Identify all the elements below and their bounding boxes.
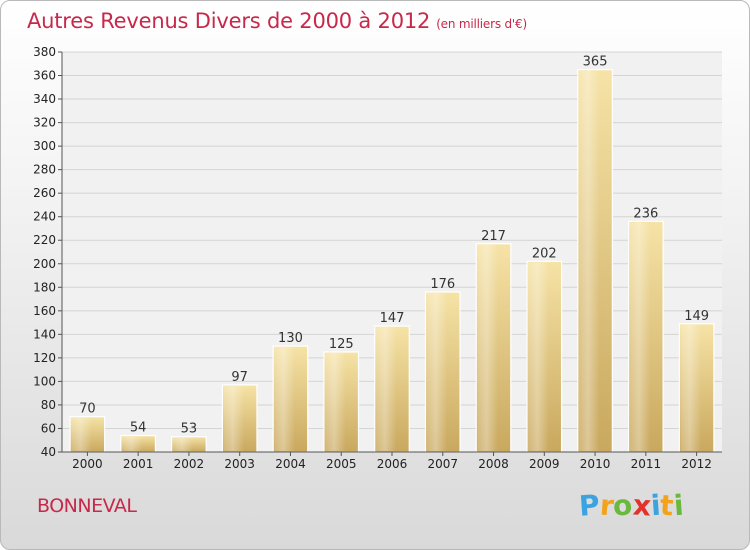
y-tick-label: 300	[33, 139, 56, 153]
place-name: BONNEVAL	[37, 495, 137, 517]
y-tick-label: 280	[33, 163, 56, 177]
data-label: 149	[684, 309, 709, 324]
logo-letter: o	[612, 488, 634, 523]
x-tick-label: 2008	[478, 457, 509, 471]
data-label: 236	[633, 206, 658, 221]
data-label: 70	[79, 402, 96, 417]
bar-highlight	[324, 353, 346, 451]
x-tick-label: 2010	[580, 457, 611, 471]
proxiti-logo: Proxiti	[577, 488, 685, 523]
y-tick-label: 320	[33, 116, 56, 130]
y-tick-label: 80	[41, 398, 56, 412]
logo-letter: x	[631, 488, 652, 523]
bar-highlight	[680, 324, 702, 451]
bar-highlight	[629, 222, 651, 451]
y-tick-label: 240	[33, 210, 56, 224]
logo-letter: i	[672, 488, 685, 523]
chart-title: Autres Revenus Divers de 2000 à 2012 (en …	[27, 9, 527, 33]
y-tick-label: 40	[41, 445, 56, 459]
y-tick-label: 120	[33, 351, 56, 365]
chart-unit: (en milliers d'€)	[436, 17, 527, 31]
bar-highlight	[528, 262, 549, 451]
chart-title-text: Autres Revenus Divers de 2000 à 2012	[27, 9, 431, 33]
x-tick-label: 2004	[275, 457, 306, 471]
data-label: 53	[181, 422, 198, 437]
x-tick-label: 2006	[377, 457, 408, 471]
y-tick-label: 380	[33, 45, 56, 59]
y-tick-label: 60	[41, 421, 56, 435]
bar-highlight	[172, 437, 194, 451]
y-tick-label: 140	[33, 327, 56, 341]
y-tick-label: 340	[33, 92, 56, 106]
x-tick-label: 2005	[326, 457, 357, 471]
x-tick-label: 2007	[427, 457, 458, 471]
data-label: 202	[532, 246, 557, 261]
x-tick-label: 2002	[174, 457, 205, 471]
bar-highlight	[578, 70, 600, 451]
x-tick-label: 2003	[224, 457, 255, 471]
bar-highlight	[375, 327, 397, 451]
data-label: 176	[430, 277, 455, 292]
bar-highlight	[71, 417, 92, 451]
y-tick-label: 220	[33, 233, 56, 247]
y-tick-label: 360	[33, 69, 56, 83]
axis-layer: 40 60 80 100 120 140 160 180 200 220 240 260 280 300 3…	[33, 45, 722, 471]
y-tick-label: 260	[33, 186, 56, 200]
data-label: 54	[130, 421, 147, 436]
bar-highlight	[223, 385, 245, 451]
data-label: 97	[231, 370, 248, 385]
x-tick-label: 2011	[631, 457, 662, 471]
y-tick-label: 200	[33, 257, 56, 271]
y-tick-label: 160	[33, 304, 56, 318]
data-label: 125	[329, 337, 354, 352]
logo-letter: P	[577, 488, 601, 523]
x-tick-label: 2012	[681, 457, 712, 471]
data-label: 147	[380, 311, 405, 326]
bar-highlight	[426, 293, 448, 451]
data-label: 130	[278, 331, 303, 346]
y-tick-label: 100	[33, 374, 56, 388]
data-label: 217	[481, 229, 506, 244]
bar-highlight	[121, 436, 143, 451]
y-tick-label: 180	[33, 280, 56, 294]
x-tick-label: 2009	[529, 457, 560, 471]
bar-highlight	[477, 244, 498, 451]
data-label: 365	[583, 55, 608, 70]
x-tick-label: 2001	[123, 457, 154, 471]
bar-highlight	[274, 347, 295, 451]
x-tick-label: 2000	[72, 457, 103, 471]
